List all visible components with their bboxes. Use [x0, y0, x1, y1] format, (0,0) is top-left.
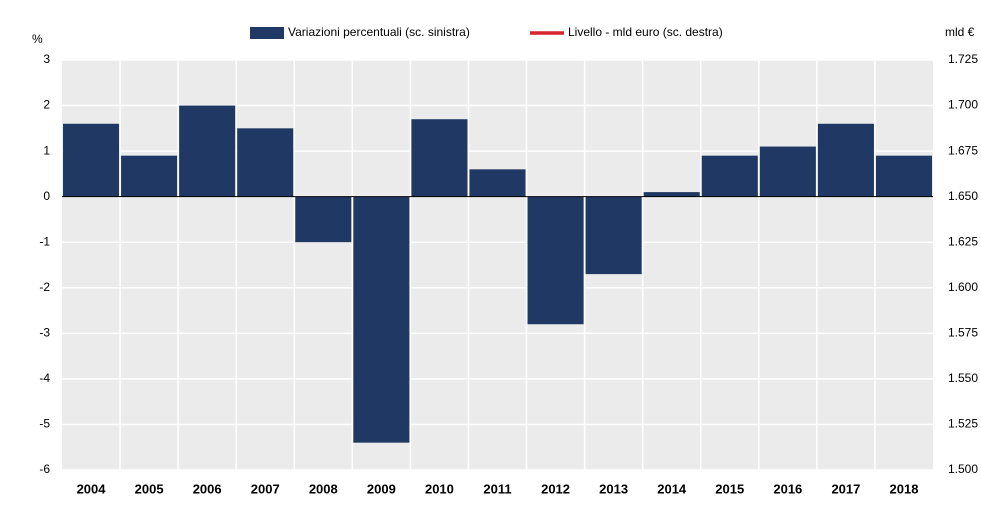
- y2-tick-label: 1.700: [948, 98, 978, 112]
- legend-label: Livello - mld euro (sc. destra): [568, 25, 723, 39]
- y-tick-label: 1: [43, 143, 50, 157]
- y-tick-label: -4: [39, 371, 50, 385]
- bar: [353, 196, 410, 443]
- bar: [179, 105, 236, 197]
- bar: [817, 123, 874, 197]
- legend-swatch: [250, 27, 284, 39]
- y-tick-label: -5: [39, 417, 50, 431]
- x-tick-label: 2016: [773, 481, 802, 496]
- x-tick-label: 2007: [251, 481, 280, 496]
- bar: [701, 155, 758, 197]
- y2-tick-label: 1.650: [948, 189, 978, 203]
- bar: [469, 169, 526, 197]
- y2-tick-label: 1.725: [948, 52, 978, 66]
- y-tick-label: -2: [39, 280, 50, 294]
- y2-tick-label: 1.675: [948, 143, 978, 157]
- y2-tick-label: 1.625: [948, 234, 978, 248]
- x-tick-label: 2013: [599, 481, 628, 496]
- bar: [643, 192, 700, 197]
- bar: [295, 196, 352, 243]
- x-tick-label: 2017: [831, 481, 860, 496]
- x-tick-label: 2006: [193, 481, 222, 496]
- x-tick-label: 2011: [483, 481, 511, 496]
- y2-tick-label: 1.525: [948, 417, 978, 431]
- x-tick-label: 2009: [367, 481, 396, 496]
- y-tick-label: 0: [43, 189, 50, 203]
- bar: [411, 119, 468, 197]
- x-tick-label: 2014: [657, 481, 687, 496]
- bar: [527, 196, 584, 325]
- x-tick-label: 2004: [77, 481, 107, 496]
- x-tick-label: 2012: [541, 481, 570, 496]
- y-tick-label: 2: [43, 98, 50, 112]
- x-tick-label: 2008: [309, 481, 338, 496]
- x-tick-label: 2005: [135, 481, 164, 496]
- y-axis-label: %: [32, 32, 43, 46]
- bar: [237, 128, 294, 197]
- y-tick-label: -3: [39, 326, 50, 340]
- y2-tick-label: 1.600: [948, 280, 978, 294]
- y2-tick-label: 1.500: [948, 462, 978, 476]
- y2-tick-label: 1.550: [948, 371, 978, 385]
- x-tick-label: 2010: [425, 481, 454, 496]
- y2-axis-label: mld €: [945, 25, 975, 39]
- legend-label: Variazioni percentuali (sc. sinistra): [288, 25, 470, 39]
- bar: [875, 155, 932, 197]
- y-tick-label: 3: [43, 52, 50, 66]
- bar: [63, 123, 120, 197]
- y-tick-label: -6: [39, 462, 50, 476]
- bar: [759, 146, 816, 197]
- bar: [121, 155, 178, 197]
- x-tick-label: 2018: [890, 481, 919, 496]
- x-tick-label: 2015: [715, 481, 744, 496]
- bar: [585, 196, 642, 275]
- y-tick-label: -1: [39, 234, 50, 248]
- y2-tick-label: 1.575: [948, 326, 978, 340]
